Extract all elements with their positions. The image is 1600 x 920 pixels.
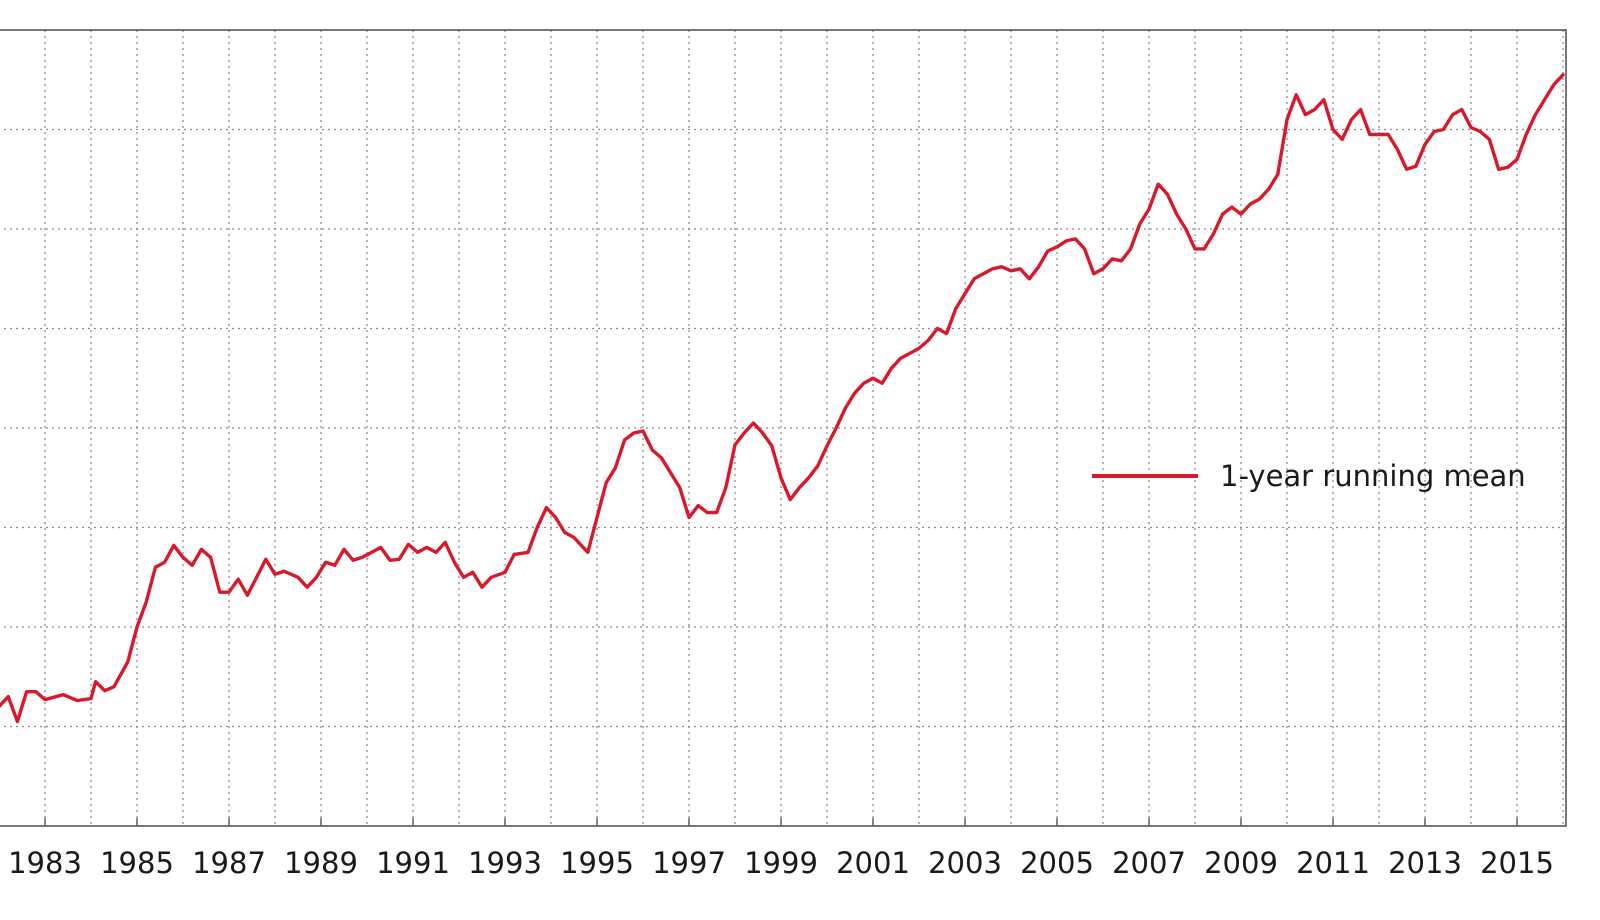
legend-label: 1-year running mean	[1220, 459, 1526, 493]
x-tick-label: 1995	[560, 846, 634, 880]
series-line	[0, 73, 1565, 724]
x-tick-label: 2009	[1204, 846, 1278, 880]
legend: 1-year running mean	[1092, 459, 1526, 493]
x-tick-label: 2011	[1296, 846, 1370, 880]
x-tick-label: 2001	[836, 846, 910, 880]
x-tick-label: 2013	[1388, 846, 1462, 880]
series-layer	[0, 73, 1565, 724]
x-tick-label: 1989	[284, 846, 358, 880]
x-tick-label: 1983	[8, 846, 82, 880]
x-tick-label: 1997	[652, 846, 726, 880]
x-tick-label: 2007	[1112, 846, 1186, 880]
plot-frame	[0, 29, 1567, 827]
grid-lines	[0, 30, 1566, 826]
x-tick-label: 2005	[1020, 846, 1094, 880]
x-tick-label: 2003	[928, 846, 1002, 880]
x-tick-label: 1985	[100, 846, 174, 880]
x-tick-label: 1993	[468, 846, 542, 880]
x-tick-label: 2015	[1480, 846, 1554, 880]
x-tick-label: 1991	[376, 846, 450, 880]
x-tick-label: 1999	[744, 846, 818, 880]
x-axis-ticks: 1983 1985 1987 1989 1991 1993 1995 1997 1999 2001…	[8, 818, 1554, 880]
x-tick-label: 1987	[192, 846, 266, 880]
